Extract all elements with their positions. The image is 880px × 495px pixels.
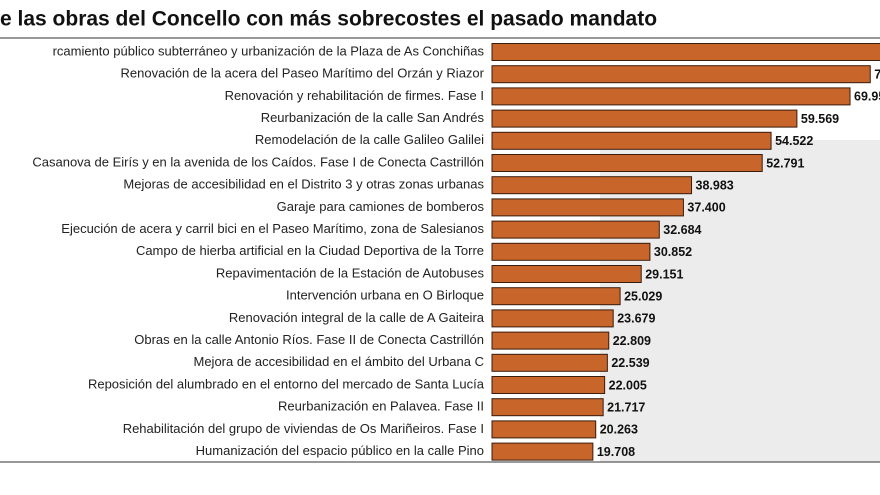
category-label: Renovación de la acera del Paseo Marítim… [121,66,485,81]
category-label: Renovación integral de la calle de A Gai… [229,310,485,325]
category-label: Rehabilitación del grupo de viviendas de… [123,421,484,436]
category-label: Campo de hierba artificial en la Ciudad … [136,243,484,258]
category-label: Intervención urbana en O Birloque [286,288,484,303]
value-label: 25.029 [624,289,662,303]
bar [491,43,880,61]
bar [491,420,597,439]
bar [491,242,651,261]
value-label: 30.852 [654,245,692,259]
bar [491,220,660,239]
bar [491,442,594,461]
value-label: 23.679 [617,312,655,326]
category-label: Mejoras de accesibilidad en el Distrito … [123,177,484,192]
bar [491,131,772,150]
value-label: 22.809 [613,334,651,348]
value-label: 73.900 [874,67,880,81]
category-label: Obras en la calle Antonio Ríos. Fase II … [134,332,484,347]
bar [491,87,851,106]
category-label: Repavimentación de la Estación de Autobu… [216,265,485,280]
category-label: Humanización del espacio público en la c… [196,443,484,458]
category-label: Garaje para camiones de bomberos [277,199,485,214]
category-label: rcamiento público subterráneo y urbaniza… [53,43,485,58]
bar [491,109,798,128]
bar [491,331,610,350]
value-label: 20.263 [600,423,638,437]
bar [491,309,614,328]
value-label: 38.983 [696,178,734,192]
bar [491,65,871,84]
bar [491,287,621,306]
bar [491,398,604,417]
value-label: 69.950 [854,90,880,104]
category-label: Renovación y rehabilitación de firmes. F… [225,88,484,103]
category-label: Reurbanización en Palavea. Fase II [278,399,484,414]
bar [491,353,608,372]
category-label: Reurbanización de la calle San Andrés [261,110,485,125]
value-label: 32.684 [663,223,701,237]
category-label: Reposición del alumbrado en el entorno d… [88,376,485,391]
value-label: 59.569 [801,112,839,126]
bar [491,376,606,394]
category-label: Remodelación de la calle Galileo Galilei [255,132,484,147]
bar [491,176,693,195]
chart-title: e las obras del Concello con más sobreco… [0,8,657,31]
value-label: 52.791 [766,156,804,170]
category-label: Ejecución de acera y carril bici en el P… [61,221,484,236]
bar [491,198,684,217]
value-label: 21.717 [607,400,645,414]
value-label: 22.005 [609,378,647,392]
category-label: Mejora de accesibilidad en el ámbito del… [194,354,485,369]
value-label: 54.522 [775,134,813,148]
category-label: Casanova de Eirís y en la avenida de los… [32,154,484,169]
value-label: 29.151 [645,267,683,281]
bar [491,265,642,283]
value-label: 22.539 [611,356,649,370]
bar [491,154,763,172]
value-label: 19.708 [597,445,635,459]
value-label: 37.400 [687,201,725,215]
